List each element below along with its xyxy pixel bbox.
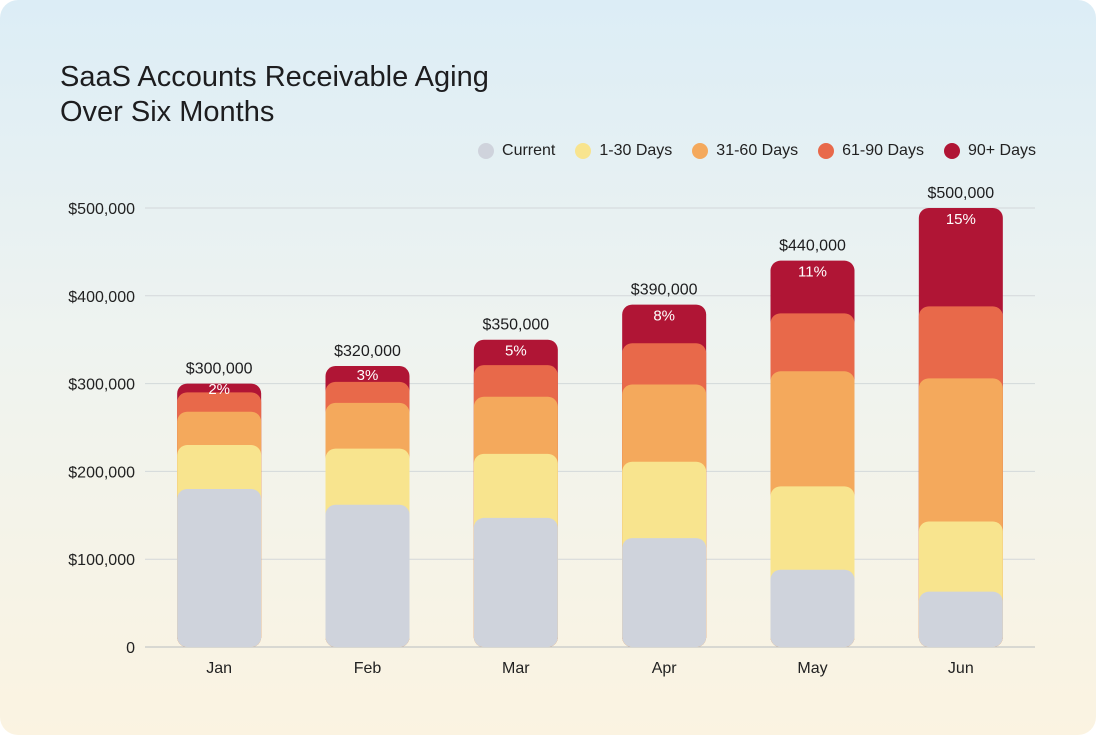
y-tick-label: $100,000 — [68, 552, 135, 569]
percent-label: 15% — [946, 211, 976, 228]
x-tick-label: Apr — [652, 660, 678, 677]
legend: Current 1-30 Days 31-60 Days 61-90 Days 90+ … — [478, 142, 1036, 160]
legend-swatch — [478, 143, 495, 159]
y-tick-label: $400,000 — [68, 289, 135, 306]
y-tick-label: $300,000 — [68, 377, 135, 394]
total-label: $390,000 — [631, 282, 698, 299]
total-label: $300,000 — [186, 361, 253, 378]
legend-label: 1-30 Days — [599, 142, 673, 159]
total-label: $320,000 — [334, 343, 401, 360]
legend-label: 31-60 Days — [716, 142, 799, 159]
percent-label: 8% — [653, 308, 675, 325]
y-tick-label: 0 — [126, 640, 135, 657]
legend-label: Current — [502, 142, 556, 159]
legend-item: 1-30 Days — [575, 142, 672, 160]
legend-swatch — [818, 143, 835, 159]
chart-title-line-1: SaaS Accounts Receivable Aging — [60, 61, 489, 93]
y-tick-label: $500,000 — [68, 201, 135, 218]
bar-segment-current — [622, 538, 707, 647]
legend-item: Current — [478, 142, 555, 160]
percent-label: 2% — [208, 381, 230, 398]
legend-item: 31-60 Days — [692, 142, 798, 160]
total-label: $440,000 — [779, 238, 846, 255]
total-label: $500,000 — [927, 185, 994, 202]
x-tick-label: Feb — [354, 660, 382, 677]
chart-title: SaaS Accounts Receivable Aging Over Six … — [60, 60, 489, 130]
legend-label: 90+ Days — [967, 142, 1036, 159]
bar-segment-current — [473, 517, 558, 647]
x-tick-label: Jun — [948, 660, 974, 677]
percent-label: 11% — [798, 264, 827, 281]
bar-segment-current — [770, 569, 855, 647]
x-tick-label: Jan — [206, 660, 232, 677]
x-tick-label: May — [797, 660, 827, 677]
legend-swatch — [943, 143, 960, 159]
y-tick-label: $200,000 — [68, 464, 135, 481]
bar-segment-current — [918, 591, 1003, 647]
total-label: $350,000 — [482, 317, 549, 334]
percent-label: 3% — [357, 367, 379, 384]
bar-segment-current — [177, 488, 262, 647]
bar-segment-current — [325, 504, 410, 647]
legend-swatch — [575, 143, 592, 159]
chart-title-line-2: Over Six Months — [60, 96, 275, 128]
x-tick-label: Mar — [502, 660, 530, 677]
legend-label: 61-90 Days — [842, 142, 924, 159]
legend-item: 61-90 Days — [818, 142, 924, 160]
legend-swatch — [692, 143, 709, 159]
percent-label: 5% — [505, 343, 527, 360]
legend-item: 90+ Days — [943, 142, 1036, 160]
